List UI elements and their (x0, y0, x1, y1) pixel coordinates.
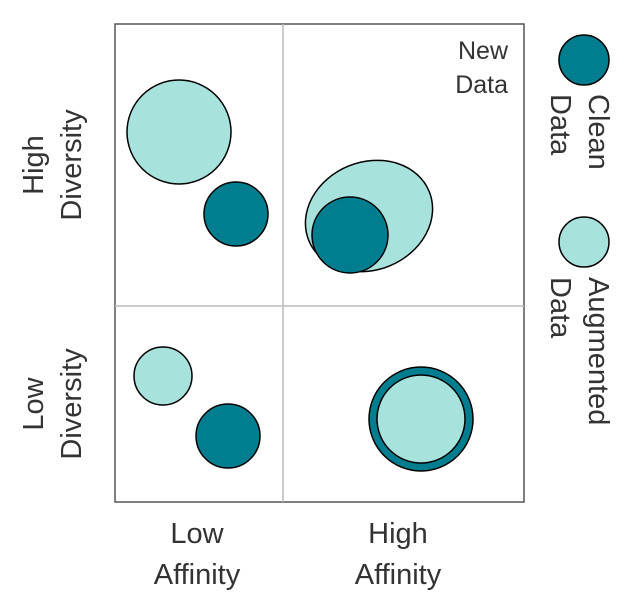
legend-clean-data-swatch (558, 34, 610, 86)
legend-clean-line1: Clean (582, 94, 614, 170)
augmented-data-circle-top-left (126, 79, 232, 185)
clean-data-circle-top-left (203, 181, 269, 247)
legend-augmented-data-swatch (558, 216, 610, 268)
clean-data-circle-top-right (311, 196, 389, 274)
x-label-low-affinity: Affinity (154, 559, 241, 591)
diagram-frame (114, 23, 525, 503)
y-label-high: High (18, 135, 50, 195)
y-label-low-diversity: Diversity (56, 348, 88, 460)
legend-clean-line2: Data (544, 94, 576, 156)
clean-data-circle-bottom-left (195, 403, 261, 469)
augmented-data-circle-bottom-left (133, 346, 193, 406)
new-data-label-line1: New (458, 37, 509, 65)
new-data-label-line2: Data (455, 71, 508, 99)
x-label-low: Low (170, 518, 224, 550)
legend-augmented-line2: Data (544, 277, 576, 339)
augmented-data-circle-bottom-right (376, 374, 466, 464)
y-label-high-diversity: Diversity (56, 109, 88, 221)
y-label-low: Low (18, 376, 50, 430)
legend-augmented-line1: Augmented (582, 277, 614, 425)
x-label-high-affinity: Affinity (355, 559, 442, 591)
x-label-high: High (368, 518, 428, 550)
